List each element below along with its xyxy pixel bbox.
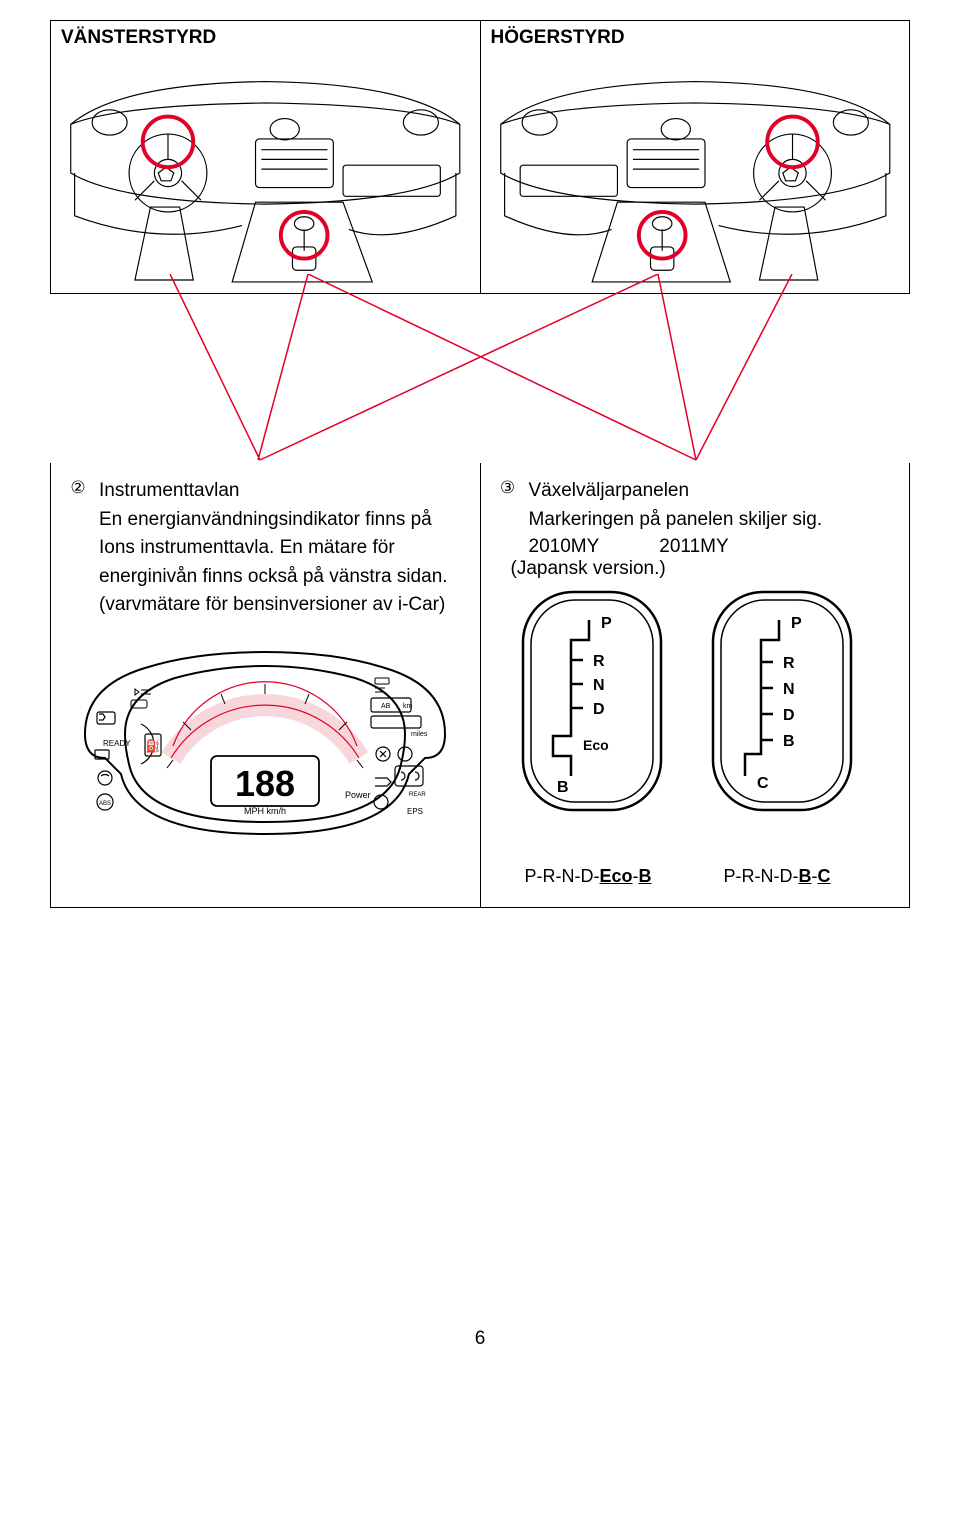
- svg-text:km: km: [403, 703, 413, 710]
- svg-text:N: N: [593, 677, 605, 694]
- svg-text:miles: miles: [411, 731, 428, 738]
- page-number: 6: [50, 1328, 910, 1350]
- right-dashboard-cell: HÖGERSTYRD: [481, 21, 910, 293]
- instrument-number: ②: [67, 477, 89, 499]
- svg-text:⛽: ⛽: [146, 739, 161, 753]
- shift-label-row: P-R-N-D-Eco-B P-R-N-D-B-C: [525, 866, 894, 887]
- speed-digits: 188: [235, 763, 295, 804]
- svg-text:B: B: [783, 733, 795, 750]
- shift-panels: P R N D Eco B: [517, 586, 894, 816]
- svg-text:REAR: REAR: [409, 792, 426, 798]
- svg-text:P: P: [791, 615, 802, 632]
- svg-text:MPH km/h: MPH km/h: [244, 806, 286, 816]
- connector-lines: [50, 274, 910, 464]
- shift-panel-2010: P R N D Eco B: [517, 586, 667, 816]
- shift-number: ③: [497, 477, 519, 499]
- right-heading: HÖGERSTYRD: [491, 27, 900, 49]
- my2010-label: 2010MY: [529, 536, 600, 558]
- instrument-panel-figure: 188 MPH km/h Power READY ABS: [67, 638, 464, 854]
- bottom-row: ② Instrumenttavlan En energianvändningsi…: [50, 463, 910, 908]
- svg-text:D: D: [783, 707, 795, 724]
- svg-text:Eco: Eco: [583, 737, 609, 753]
- svg-text:EPS: EPS: [407, 807, 423, 816]
- shift-label-2010: P-R-N-D-Eco-B: [525, 866, 652, 887]
- svg-text:READY: READY: [103, 739, 131, 748]
- left-dashboard-illustration: [61, 53, 470, 293]
- instrument-cluster-svg: 188 MPH km/h Power READY ABS: [75, 638, 455, 848]
- shift-title: Växelväljarpanelen: [529, 477, 894, 506]
- shift-label-2011: P-R-N-D-B-C: [724, 866, 831, 887]
- svg-text:N: N: [783, 681, 795, 698]
- instrument-line2: (varvmätare för bensinversioner av i-Car…: [99, 591, 464, 620]
- instrument-cell: ② Instrumenttavlan En energianvändningsi…: [51, 463, 481, 907]
- svg-text:P: P: [601, 615, 612, 632]
- svg-text:R: R: [783, 655, 795, 672]
- shift-cell: ③ Växelväljarpanelen Markeringen på pane…: [481, 463, 910, 907]
- svg-text:AB: AB: [381, 703, 391, 710]
- shift-panel-2011: P R N D B C: [707, 586, 857, 816]
- svg-text:B: B: [557, 779, 569, 796]
- left-dashboard-cell: VÄNSTERSTYRD: [51, 21, 481, 293]
- connector-area: [50, 294, 910, 464]
- svg-text:R: R: [593, 653, 605, 670]
- right-dashboard-illustration: [491, 53, 900, 293]
- instrument-line1: En energianvändningsindikator finns på I…: [99, 506, 464, 592]
- instrument-title: Instrumenttavlan: [99, 477, 464, 506]
- svg-text:ABS: ABS: [99, 801, 111, 807]
- my2011-label: 2011MY: [659, 536, 728, 558]
- left-heading: VÄNSTERSTYRD: [61, 27, 470, 49]
- top-row: VÄNSTERSTYRD: [50, 20, 910, 294]
- svg-text:C: C: [757, 775, 769, 792]
- svg-text:D: D: [593, 701, 605, 718]
- shift-line1: Markeringen på panelen skiljer sig.: [529, 506, 894, 535]
- japanese-note: (Japansk version.): [511, 558, 894, 580]
- svg-text:Power: Power: [345, 790, 371, 800]
